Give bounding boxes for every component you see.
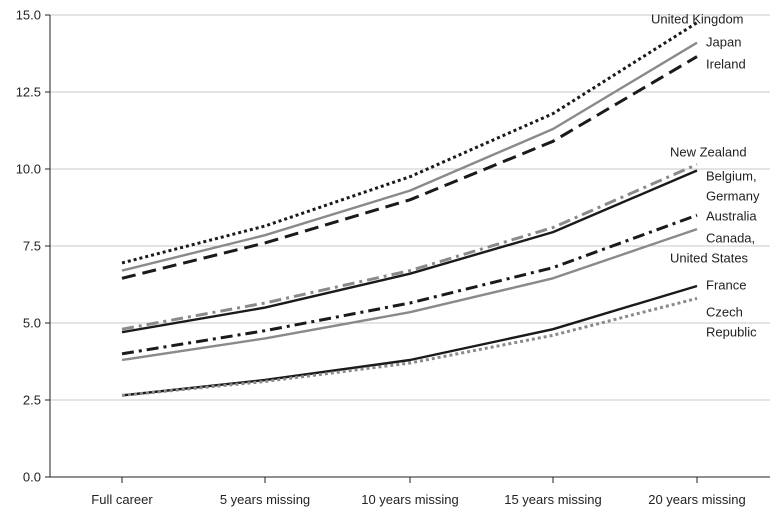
x-tick-label: 10 years missing <box>361 492 459 507</box>
series-label: United Kingdom <box>651 12 744 27</box>
y-tick-label: 0.0 <box>23 470 41 485</box>
y-tick-label: 2.5 <box>23 393 41 408</box>
series-label: Japan <box>706 35 741 50</box>
x-tick-label: Full career <box>91 492 153 507</box>
series-label: Germany <box>706 189 760 204</box>
series-labels: United Kingdom Japan Ireland New Zealand Bel… <box>651 12 760 340</box>
series-label: Australia <box>706 209 757 224</box>
y-tick-label: 5.0 <box>23 316 41 331</box>
series-label: Canada, <box>706 231 755 246</box>
series-line-czech-republic <box>121 296 698 397</box>
y-tick-label: 12.5 <box>16 85 41 100</box>
y-tick-label: 10.0 <box>16 162 41 177</box>
axes: 0.0 2.5 5.0 7.5 10.0 12.5 15.0 Full career 5 yea… <box>16 8 770 507</box>
series-line-belgium-germany <box>121 169 698 334</box>
series-label: Czech <box>706 305 743 320</box>
series-line-new-zealand <box>121 163 698 331</box>
series-line-canada-united-states <box>121 227 698 362</box>
y-tick-label: 15.0 <box>16 8 41 23</box>
series-label: Republic <box>706 325 757 340</box>
gridlines <box>50 14 770 401</box>
series-label: New Zealand <box>670 145 747 160</box>
series-label: Ireland <box>706 57 746 72</box>
x-tick-label: 5 years missing <box>220 492 310 507</box>
series-line-france <box>121 284 698 397</box>
series-line-australia <box>121 213 698 356</box>
series-line-japan <box>121 41 698 272</box>
series-line-united-kingdom <box>121 21 698 265</box>
x-tick-label: 20 years missing <box>648 492 746 507</box>
y-tick-label: 7.5 <box>23 239 41 254</box>
series-lines <box>121 21 698 397</box>
series-label: United States <box>670 251 749 266</box>
series-label: France <box>706 278 746 293</box>
series-label: Belgium, <box>706 169 757 184</box>
series-line-ireland <box>121 55 698 280</box>
x-tick-label: 15 years missing <box>504 492 602 507</box>
